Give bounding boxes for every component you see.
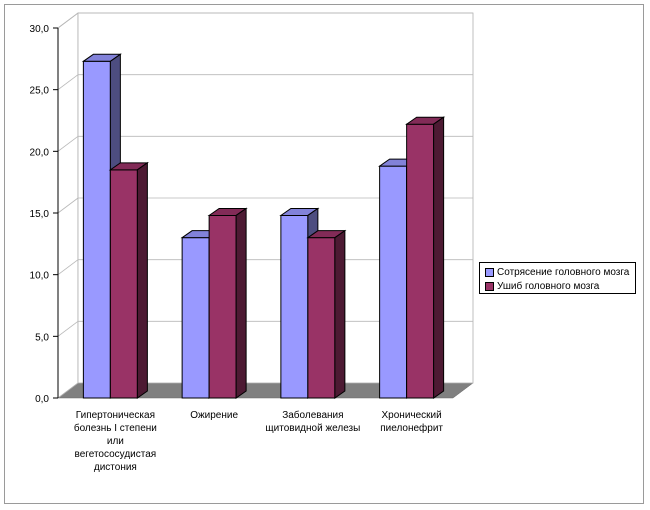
bar: [207, 207, 248, 399]
gridline-side: [57, 197, 79, 214]
bar-front: [82, 60, 111, 399]
x-tick-label-line: Хронический: [382, 410, 442, 421]
bar: [108, 161, 149, 399]
legend-swatch-0: [485, 267, 494, 277]
bar-side: [334, 229, 346, 399]
legend-item-1: Ушиб головного мозга: [485, 280, 599, 292]
x-tick-label: Хронический пиелонефрит: [380, 410, 443, 434]
gridline-side: [57, 12, 79, 29]
bars: [81, 53, 446, 399]
y-tick-label: 25,0: [30, 86, 50, 97]
x-tick-label-line: Гипертоническая: [76, 410, 155, 421]
bar-front: [280, 214, 309, 399]
gridline-side: [57, 259, 79, 275]
bar-side: [433, 116, 445, 399]
y-tick-label: 30,0: [30, 24, 50, 35]
x-tick-label: Ожирение: [190, 410, 238, 421]
bar-front: [379, 165, 408, 399]
gridline-side: [57, 321, 79, 337]
legend-swatch-1: [485, 281, 494, 291]
bar-front: [181, 237, 210, 399]
bar-side: [136, 161, 148, 399]
chart-frame: [4, 4, 644, 504]
x-tick-label-line: или: [107, 436, 124, 447]
legend-label-1: Ушиб головного мозга: [497, 280, 600, 292]
x-tick-label-line: щитовидной железы: [265, 423, 360, 434]
x-tick-label-line: вегетососудистая: [75, 449, 157, 460]
bar-front: [406, 123, 435, 399]
bar: [306, 229, 347, 399]
y-tick-label: 10,0: [30, 271, 50, 282]
legend-label-0: Сотрясение головного мозга: [497, 266, 630, 278]
x-tick-label-line: Заболевания: [282, 409, 343, 421]
legend: Сотрясение головного мозга Ушиб головног…: [479, 262, 636, 294]
gridline-side: [57, 74, 79, 90]
gridline-side: [57, 136, 79, 152]
bar: [405, 116, 446, 399]
y-tick-label: 15,0: [30, 209, 50, 220]
x-tick-label-line: Ожирение: [190, 410, 238, 421]
y-tick-label: 20,0: [30, 147, 50, 158]
x-tick-label: Заболевания щитовидной железы: [265, 409, 360, 434]
legend-item-0: Сотрясение головного мозга: [485, 266, 629, 278]
bar-front: [109, 169, 138, 399]
y-axis: 0,0 5,0 10,0 15,0 20,0 25,0 30,0: [30, 24, 59, 405]
x-tick-label-line: пиелонефрит: [380, 422, 443, 434]
bar-front: [307, 237, 336, 399]
x-tick-label-line: дистония: [94, 462, 137, 473]
x-tick-label-line: болезнь I степени: [74, 422, 157, 434]
x-tick-label: Гипертоническая болезнь I степени или вегет…: [74, 410, 157, 473]
x-axis-labels: Гипертоническая болезнь I степени или вегет…: [74, 409, 444, 473]
y-tick-label: 0,0: [35, 394, 49, 405]
y-tick-label: 5,0: [35, 332, 49, 343]
bar-side: [235, 207, 247, 399]
bar-front: [208, 214, 237, 399]
